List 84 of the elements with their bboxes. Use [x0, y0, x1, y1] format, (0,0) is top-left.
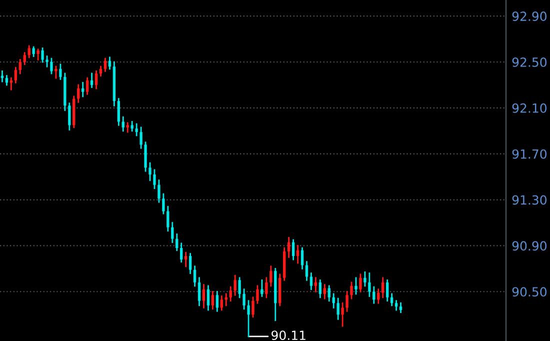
- candlestick: [247, 300, 250, 338]
- candlestick: [86, 77, 89, 95]
- candlestick: [354, 277, 358, 295]
- y-tick-label: 92.90: [512, 12, 547, 21]
- candlestick: [382, 277, 384, 298]
- candlestick: [158, 180, 160, 203]
- candlestick: [193, 266, 196, 287]
- candlestick: [399, 302, 402, 313]
- y-tick-label: 92.10: [512, 103, 547, 113]
- candlestick: [77, 84, 80, 103]
- y-tick-label: 91.30: [512, 195, 547, 205]
- candlestick: [28, 45, 30, 58]
- candlestick: [372, 286, 376, 304]
- candlestick: [318, 279, 322, 298]
- candlestick: [206, 285, 210, 311]
- candlestick: [310, 272, 313, 290]
- candlestick: [242, 288, 246, 310]
- candlestick: [256, 285, 259, 304]
- candlestick: [270, 266, 272, 287]
- candlestick: [220, 296, 223, 311]
- candlestick: [300, 247, 304, 270]
- candlestick: [305, 261, 308, 281]
- candlestick: [94, 70, 98, 90]
- candlestick: [90, 72, 94, 88]
- candlestick: [50, 58, 53, 74]
- candlestick: [359, 274, 362, 292]
- candlestick: [54, 66, 58, 79]
- candlestick: [328, 285, 330, 302]
- candlestick: [144, 142, 147, 172]
- candlestick: [341, 302, 344, 327]
- candlestick: [18, 59, 22, 74]
- candlestick: [211, 290, 214, 310]
- annotation: 90.11: [272, 330, 306, 340]
- candlestick: [41, 48, 44, 63]
- candlestick: [5, 75, 8, 86]
- candlestick: [162, 193, 165, 214]
- y-tick-label: 90.50: [512, 287, 547, 297]
- candlestick: [104, 58, 107, 72]
- candlestick: [166, 206, 170, 232]
- y-tick-label: 92.50: [512, 57, 547, 67]
- candlestick: [14, 67, 18, 84]
- candlestick: [364, 271, 366, 287]
- candlestick: [202, 284, 206, 308]
- candlestick: [394, 300, 398, 311]
- candlestick: [46, 56, 48, 68]
- candlestick: [229, 286, 232, 302]
- candlestick: [386, 279, 389, 302]
- candlestick: [36, 48, 40, 60]
- candlestick: [68, 102, 71, 130]
- y-tick-label: 90.90: [512, 241, 547, 251]
- y-tick-label: 91.70: [512, 149, 547, 159]
- candlestick: [350, 282, 353, 300]
- candlestick: [323, 284, 326, 300]
- candlestick: [198, 277, 201, 306]
- candlestick: [238, 277, 241, 298]
- candlestick: [188, 253, 192, 274]
- candlestick: [184, 252, 188, 268]
- candlestick: [176, 234, 178, 251]
- candlestick: [346, 290, 348, 312]
- candlestick: [117, 98, 120, 126]
- candlestick: [252, 296, 254, 318]
- candlestick: [23, 52, 26, 65]
- candlestick: [368, 272, 371, 297]
- candlestick: [314, 277, 318, 292]
- candlestick: [265, 277, 268, 298]
- candlestick: [148, 162, 152, 181]
- candlestick: [171, 222, 174, 243]
- candlestick: [216, 290, 219, 312]
- candlestick: [135, 123, 138, 136]
- candlestick: [287, 236, 290, 258]
- candlestick: [292, 239, 295, 260]
- candlestick: [260, 279, 264, 297]
- candlestick: [81, 82, 84, 98]
- candlestick: [99, 66, 102, 76]
- candlestick: [122, 116, 124, 132]
- candlestick: [32, 46, 35, 57]
- candlestick: [234, 274, 236, 296]
- candlestick: [140, 126, 142, 149]
- candlestick: [153, 169, 156, 189]
- candlestick: [59, 64, 62, 80]
- candlestick: [126, 122, 129, 133]
- candlestick: [180, 242, 183, 262]
- candlestick: [130, 121, 134, 132]
- candlestick: [336, 298, 340, 320]
